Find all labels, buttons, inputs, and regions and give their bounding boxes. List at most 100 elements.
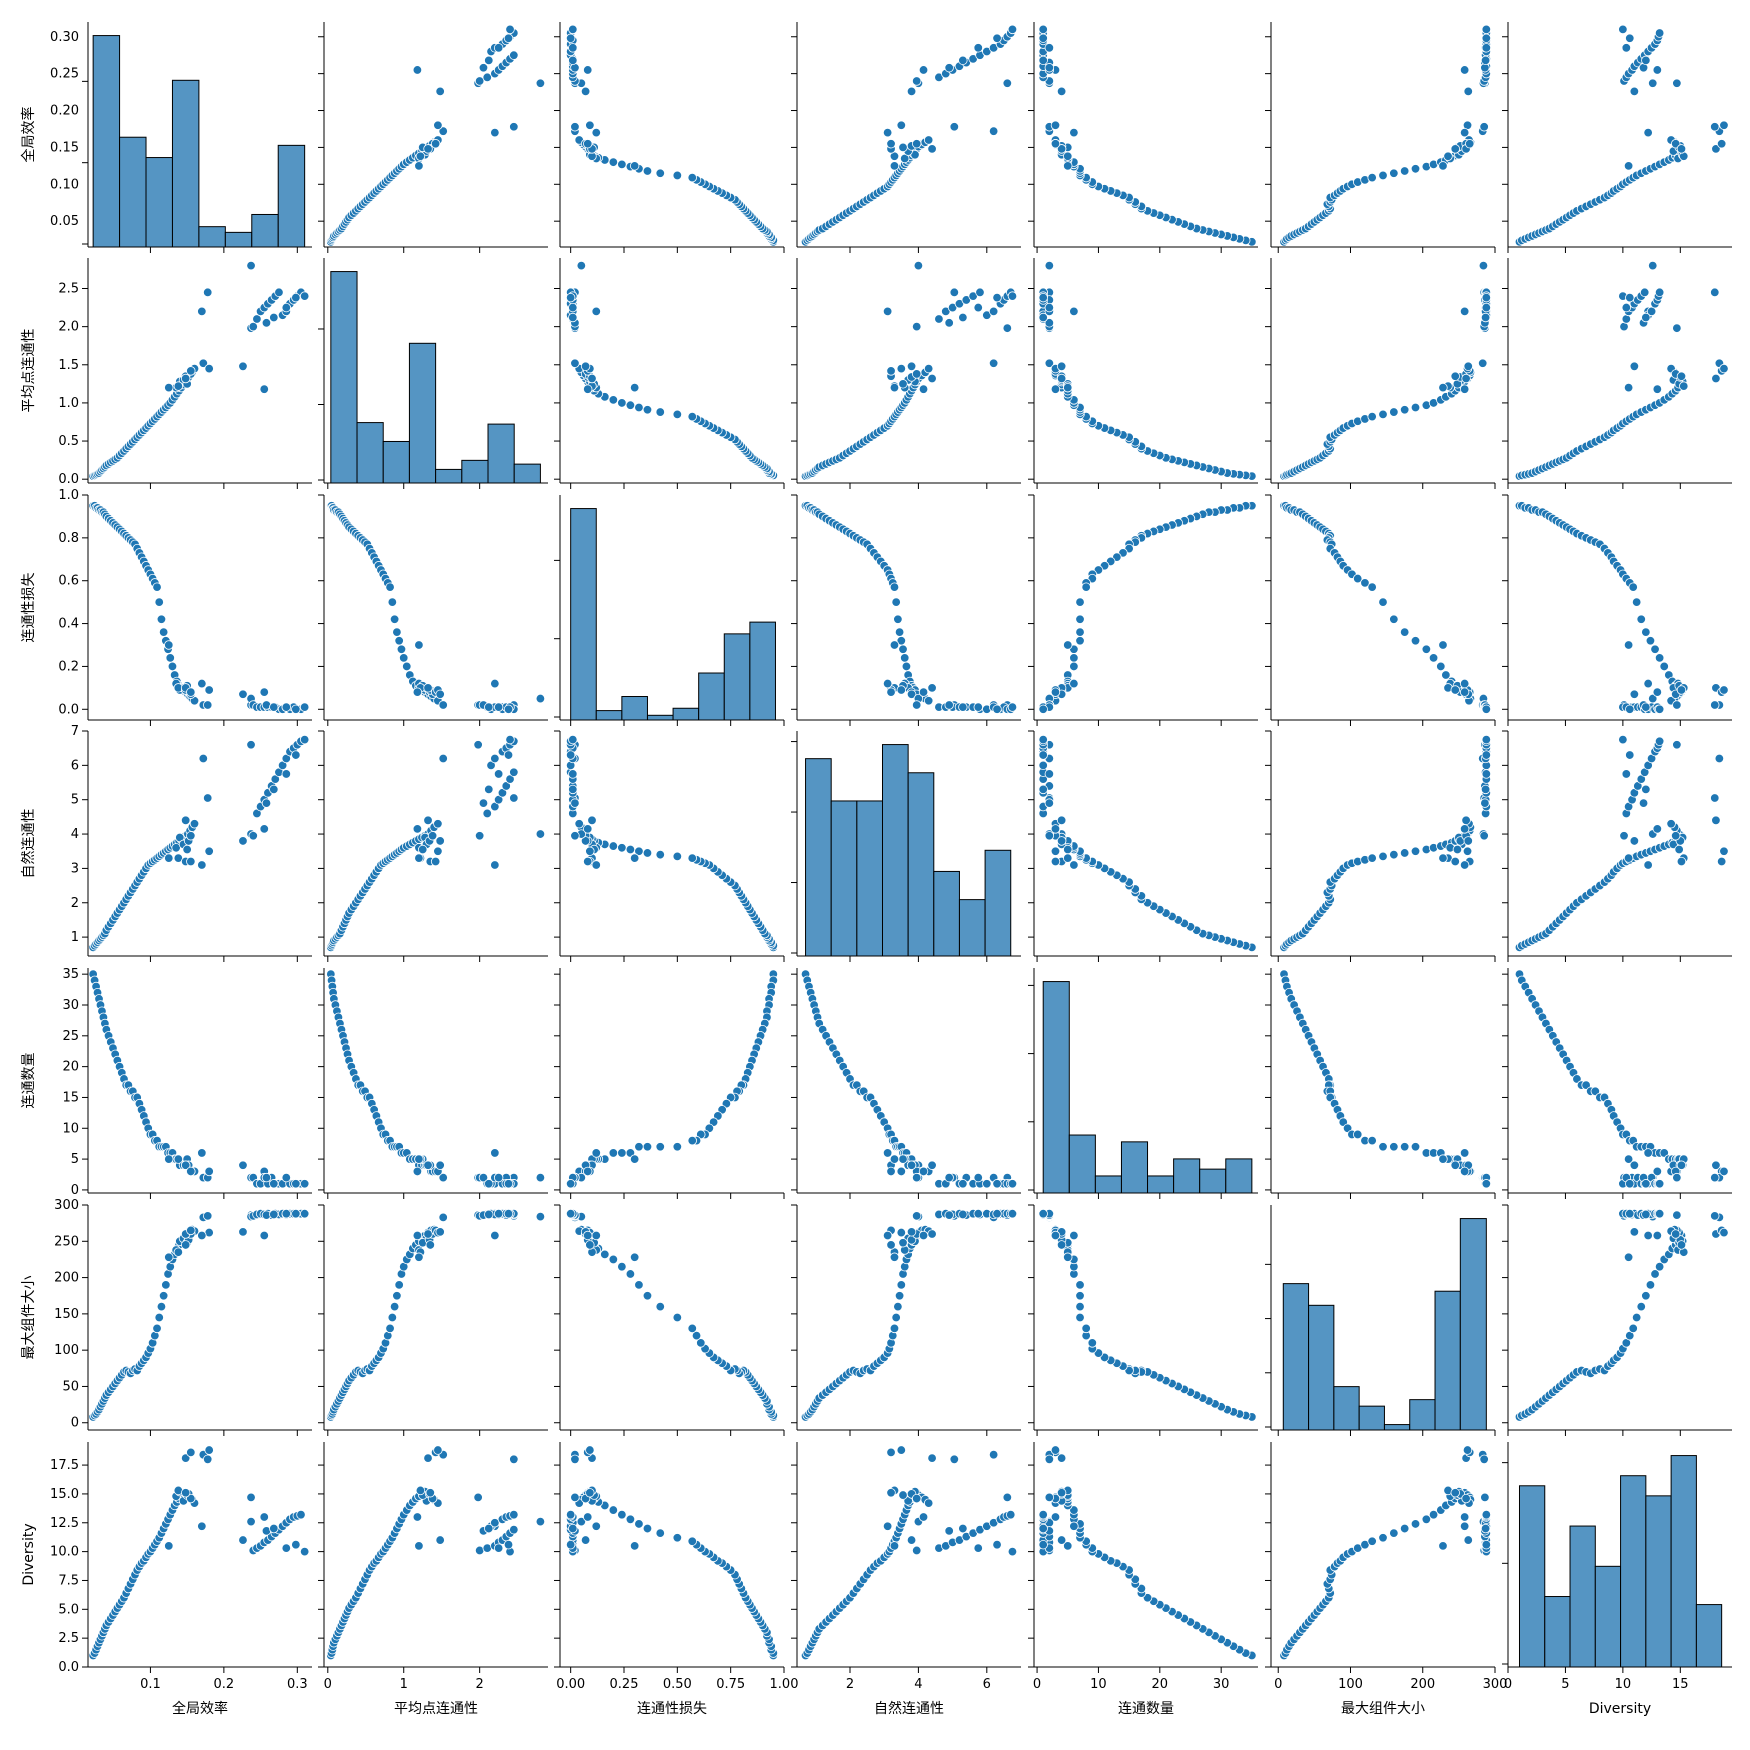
scatter-point [1480,784,1491,795]
histogram-bar [171,79,200,248]
histogram-bar [933,870,960,957]
scatter-point [585,1445,595,1455]
scatter-point [509,122,519,132]
scatter-point [399,653,409,663]
scatter-point [1654,287,1665,298]
scatter-point [1641,627,1651,637]
scatter-point [570,831,580,841]
scatter-point [629,1154,640,1164]
scatter-point [248,321,258,332]
scatter-point [197,1230,207,1241]
scatter-point [259,384,269,394]
scatter-point [1450,371,1460,381]
y-tick-label: 5.0 [58,1602,79,1617]
scatter-point [299,1546,310,1557]
scatter-point [1659,661,1669,672]
scatter-point [898,644,908,654]
scatter-point [425,1240,436,1250]
scatter-point [493,702,504,712]
scatter-point [992,1179,1002,1189]
scatter-point [608,841,619,851]
y-tick-label: 250 [54,1234,79,1249]
histogram-bar [749,621,776,721]
scatter-point [1075,1280,1085,1290]
scatter-point [1629,1160,1640,1170]
scatter-point [886,1240,896,1250]
scatter-point [252,314,262,324]
scatter-point [882,1230,893,1241]
scatter-point [913,260,924,271]
scatter-point [583,856,593,867]
scatter-point [1450,1488,1460,1498]
scatter-point [672,409,683,420]
scatter-point [189,819,200,829]
scatter-point [1623,640,1634,650]
scatter-point [503,1179,514,1189]
scatter-point [509,1524,519,1535]
x-tick-label: 4 [914,1677,922,1692]
scatter-point [291,1209,301,1219]
scatter-point [1038,1509,1048,1520]
scatter-point [988,306,999,317]
scatter-point [281,302,291,313]
scatter-point [1452,844,1463,855]
y-tick-label: 100 [54,1343,79,1358]
scatter-point [1652,65,1663,75]
scatter-point [435,836,445,846]
scatter-point [246,1516,256,1527]
scatter-point [204,1166,214,1177]
scatter-point [385,1323,395,1334]
scatter-point [1719,120,1729,130]
scatter-point [591,1148,601,1158]
x-axis-label: 连通数量 [1118,1701,1174,1717]
scatter-point [973,1543,983,1553]
scatter-point [259,1230,269,1241]
scatter-point [1069,860,1079,870]
scatter-point [1050,856,1061,867]
scatter-point [923,363,934,374]
y-tick-label: 12.5 [50,1516,79,1531]
scatter-point [385,582,395,592]
scatter-point [1389,1142,1399,1152]
histogram-bar [1199,1168,1227,1194]
x-tick-label: 0 [1274,1677,1282,1692]
scatter-point [1643,1230,1653,1241]
scatter-point [1050,824,1061,834]
scatter-point [580,1535,591,1545]
scatter-point [634,1142,644,1152]
scatter-point [1038,1209,1048,1219]
scatter-point [580,86,591,97]
scatter-point [944,318,954,328]
scatter-point [1650,644,1660,654]
scatter-point [911,139,922,149]
scatter-point [1450,685,1460,695]
scatter-point [186,1225,196,1236]
scatter-point [1623,161,1634,171]
scatter-point [896,1166,907,1177]
scatter-point [629,1252,640,1262]
scatter-point [1002,78,1013,88]
y-tick-label: 2.5 [58,1631,79,1646]
scatter-point [1056,86,1067,97]
scatter-point [269,784,279,795]
scatter-point [1007,1179,1018,1189]
scatter-point [1641,55,1651,66]
scatter-point [672,851,683,862]
x-tick-label: 15 [1672,1677,1689,1692]
scatter-point [1367,1536,1377,1546]
histogram-bar [435,468,463,484]
scatter-point [269,702,279,712]
scatter-point [1710,793,1720,803]
y-tick-label: 7.5 [58,1573,79,1588]
scatter-point [1438,161,1448,171]
x-axis-label: 平均点连通性 [394,1701,478,1717]
scatter-point [975,287,985,298]
scatter-point [906,361,917,372]
scatter-point [927,1453,937,1463]
scatter-point [274,287,284,298]
scatter-point [687,1135,697,1146]
scatter-point [1710,287,1720,298]
scatter-point [1716,856,1727,867]
scatter-point [911,700,922,710]
scatter-point [911,76,922,86]
